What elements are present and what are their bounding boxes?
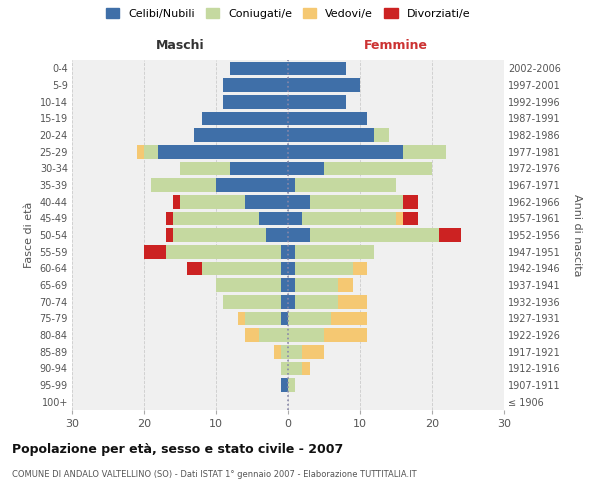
Bar bbox=[281, 378, 288, 392]
Bar bbox=[288, 328, 324, 342]
Bar bbox=[295, 295, 338, 308]
Bar bbox=[310, 195, 403, 208]
Bar bbox=[288, 128, 374, 142]
Bar bbox=[338, 278, 353, 292]
Bar bbox=[173, 195, 180, 208]
Bar bbox=[151, 178, 216, 192]
Bar bbox=[230, 62, 288, 75]
Bar bbox=[259, 328, 288, 342]
Bar bbox=[281, 262, 288, 275]
Bar bbox=[166, 228, 173, 242]
Bar bbox=[295, 178, 396, 192]
Text: Popolazione per età, sesso e stato civile - 2007: Popolazione per età, sesso e stato civil… bbox=[12, 442, 343, 456]
Bar bbox=[288, 345, 302, 358]
Bar bbox=[396, 212, 403, 225]
Bar bbox=[281, 312, 288, 325]
Bar bbox=[158, 145, 288, 158]
Bar bbox=[288, 195, 310, 208]
Bar bbox=[324, 328, 367, 342]
Bar bbox=[216, 278, 281, 292]
Bar bbox=[288, 145, 403, 158]
Bar bbox=[374, 128, 389, 142]
Bar bbox=[245, 312, 281, 325]
Text: Femmine: Femmine bbox=[364, 38, 428, 52]
Bar bbox=[180, 162, 230, 175]
Bar bbox=[180, 195, 245, 208]
Y-axis label: Anni di nascita: Anni di nascita bbox=[572, 194, 582, 276]
Bar bbox=[288, 362, 302, 375]
Bar bbox=[288, 278, 295, 292]
Bar bbox=[288, 312, 331, 325]
Bar bbox=[288, 228, 310, 242]
Bar bbox=[238, 312, 245, 325]
Bar bbox=[439, 228, 461, 242]
Bar bbox=[295, 245, 374, 258]
Bar bbox=[403, 145, 446, 158]
Bar bbox=[259, 212, 288, 225]
Bar bbox=[302, 362, 310, 375]
Bar bbox=[194, 128, 288, 142]
Bar bbox=[281, 362, 288, 375]
Bar bbox=[281, 278, 288, 292]
Bar bbox=[216, 178, 288, 192]
Bar bbox=[137, 145, 144, 158]
Bar bbox=[166, 212, 173, 225]
Bar bbox=[288, 178, 295, 192]
Y-axis label: Fasce di età: Fasce di età bbox=[24, 202, 34, 268]
Bar bbox=[281, 245, 288, 258]
Bar bbox=[288, 62, 346, 75]
Bar bbox=[403, 212, 418, 225]
Bar bbox=[353, 262, 367, 275]
Bar bbox=[331, 312, 367, 325]
Bar bbox=[223, 78, 288, 92]
Bar bbox=[245, 328, 259, 342]
Bar bbox=[266, 228, 288, 242]
Bar bbox=[288, 78, 360, 92]
Bar bbox=[288, 162, 324, 175]
Bar bbox=[302, 212, 396, 225]
Bar bbox=[173, 228, 266, 242]
Bar bbox=[324, 162, 432, 175]
Bar bbox=[245, 195, 288, 208]
Bar bbox=[295, 262, 353, 275]
Bar bbox=[288, 245, 295, 258]
Bar bbox=[288, 295, 295, 308]
Bar bbox=[288, 262, 295, 275]
Bar bbox=[202, 262, 281, 275]
Bar bbox=[403, 195, 418, 208]
Legend: Celibi/Nubili, Coniugati/e, Vedovi/e, Divorziati/e: Celibi/Nubili, Coniugati/e, Vedovi/e, Di… bbox=[106, 8, 470, 19]
Bar bbox=[166, 245, 281, 258]
Bar bbox=[144, 245, 166, 258]
Bar bbox=[288, 212, 302, 225]
Bar bbox=[274, 345, 281, 358]
Bar bbox=[288, 378, 295, 392]
Bar bbox=[281, 295, 288, 308]
Bar bbox=[295, 278, 338, 292]
Bar bbox=[338, 295, 367, 308]
Text: COMUNE DI ANDALO VALTELLINO (SO) - Dati ISTAT 1° gennaio 2007 - Elaborazione TUT: COMUNE DI ANDALO VALTELLINO (SO) - Dati … bbox=[12, 470, 416, 479]
Text: Maschi: Maschi bbox=[155, 38, 205, 52]
Bar bbox=[281, 345, 288, 358]
Bar bbox=[223, 95, 288, 108]
Bar bbox=[310, 228, 439, 242]
Bar bbox=[173, 212, 259, 225]
Bar bbox=[302, 345, 324, 358]
Bar bbox=[202, 112, 288, 125]
Bar bbox=[288, 112, 367, 125]
Bar bbox=[187, 262, 202, 275]
Bar bbox=[230, 162, 288, 175]
Bar bbox=[144, 145, 158, 158]
Bar bbox=[288, 95, 346, 108]
Bar bbox=[223, 295, 281, 308]
